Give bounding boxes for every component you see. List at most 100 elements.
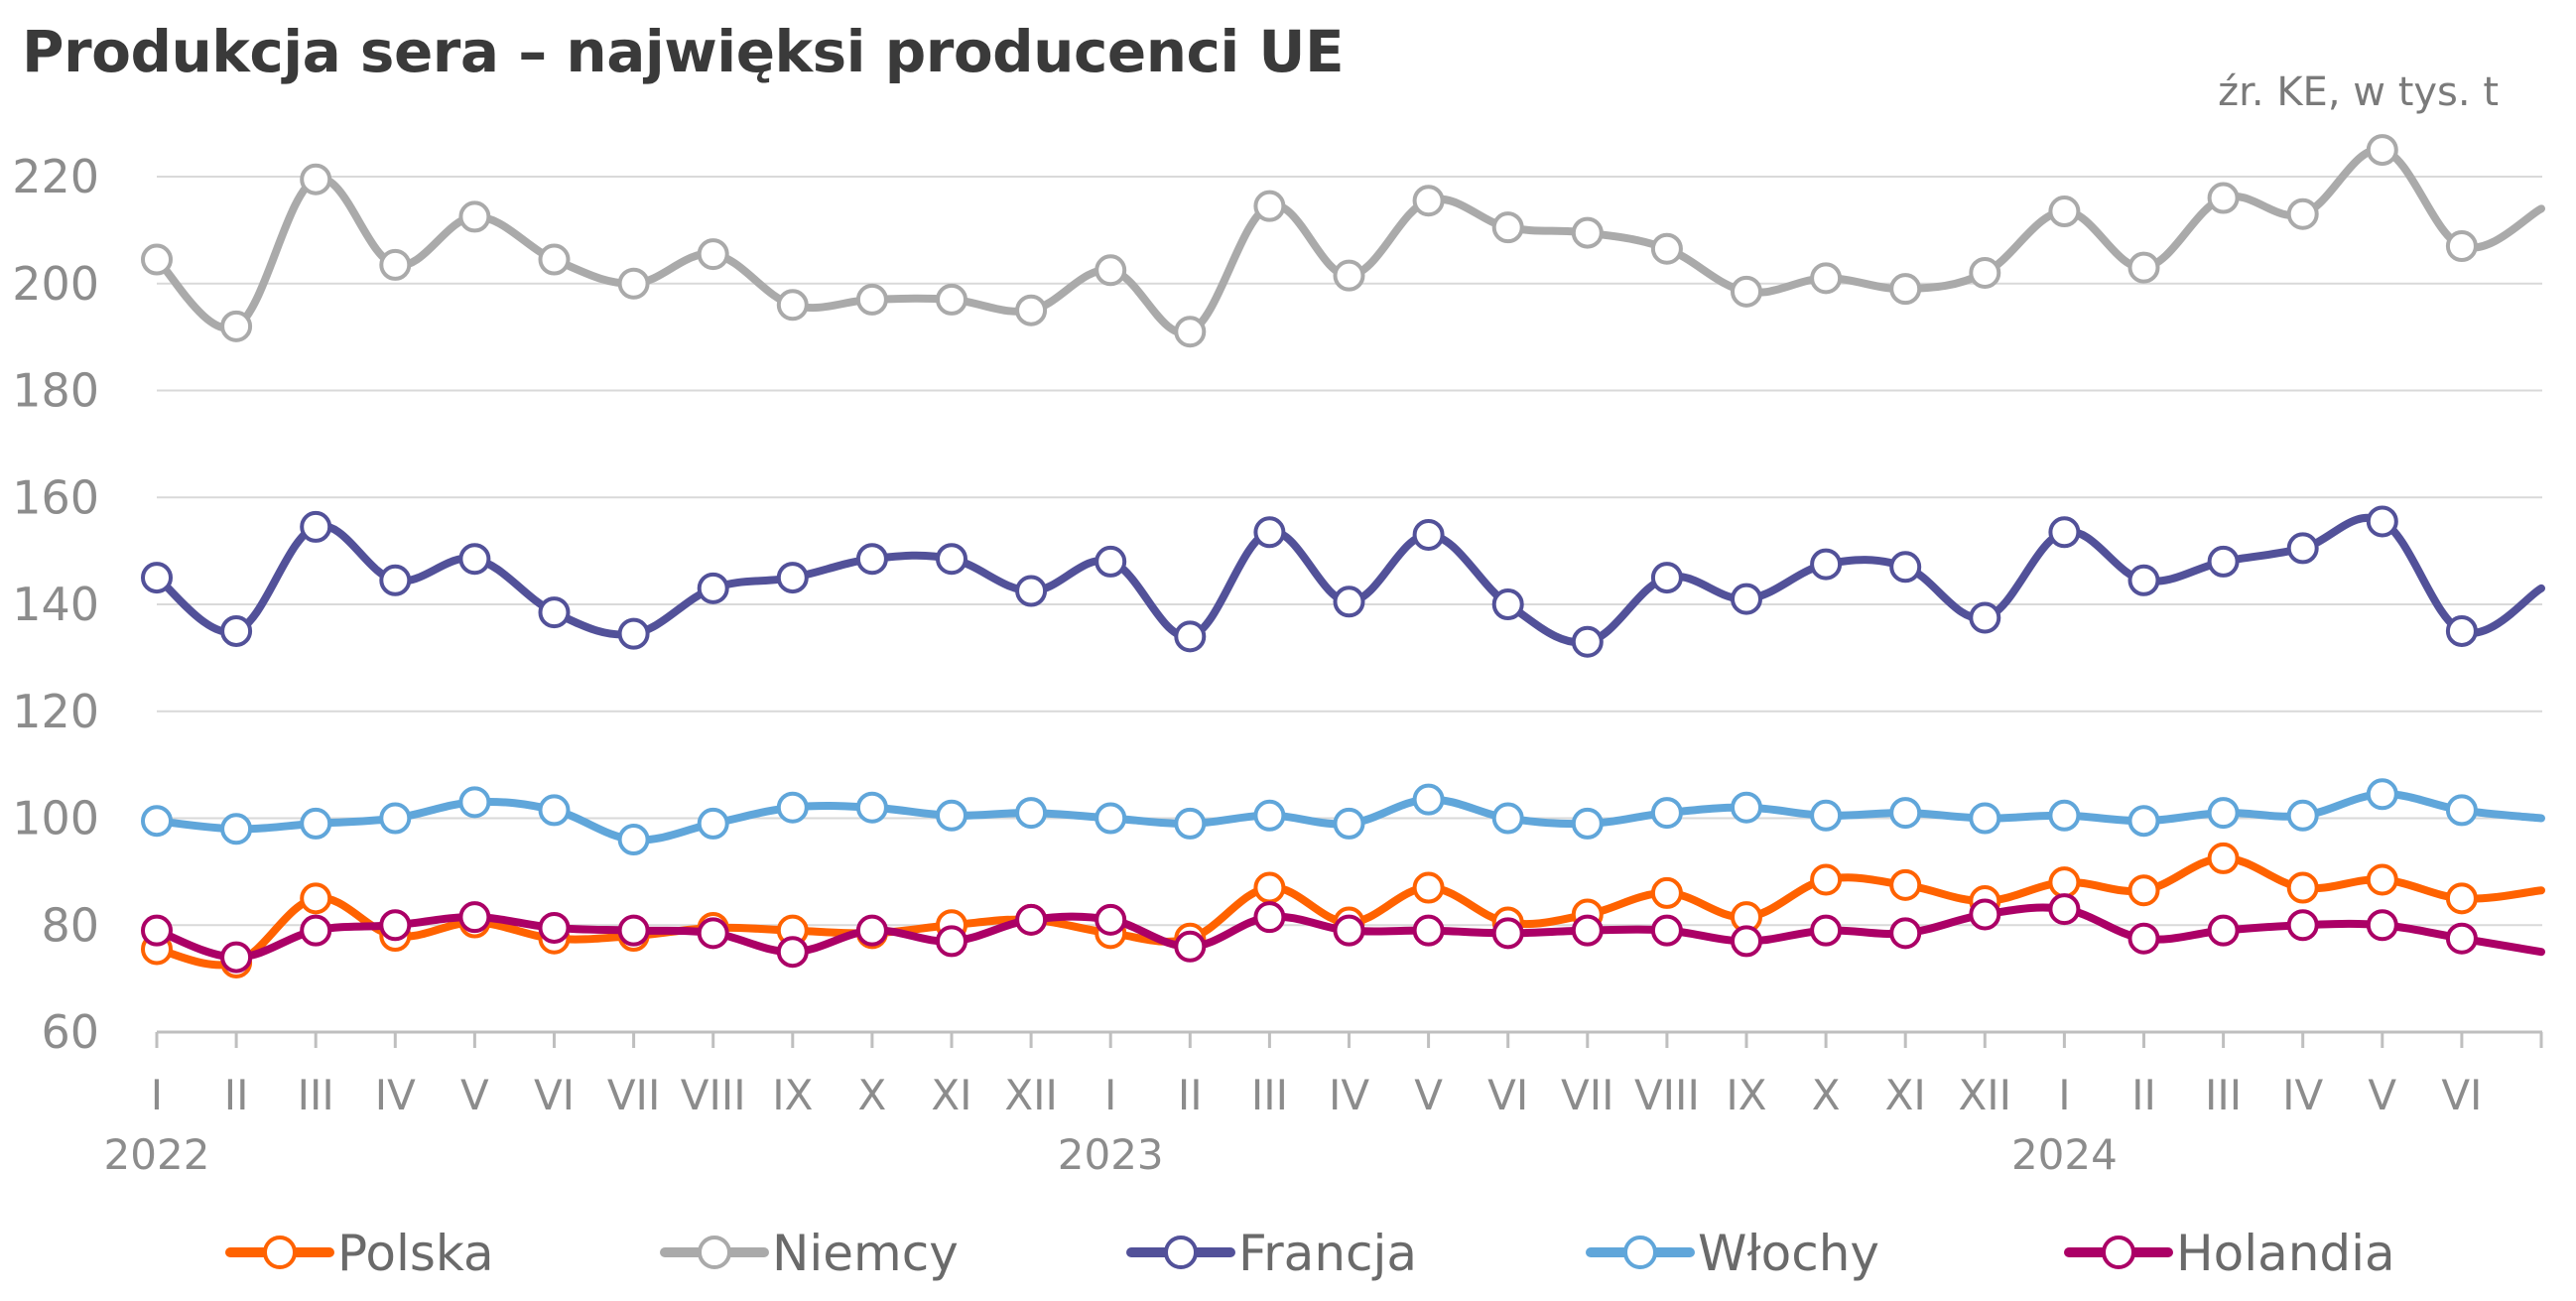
data-point-wochy (697, 807, 729, 840)
data-point-holandia (1889, 917, 1922, 950)
y-tick-label: 120 (12, 685, 99, 738)
data-point-wochy (2286, 799, 2319, 832)
data-point-wochy (2366, 778, 2398, 811)
data-point-wochy (141, 805, 173, 838)
legend-label: Niemcy (772, 1225, 959, 1282)
x-tick-label: III (2205, 1071, 2242, 1119)
data-point-holandia (1253, 901, 1286, 934)
data-point-niemcy (1731, 275, 1762, 308)
data-point-niemcy (2366, 134, 2398, 167)
y-tick-label: 160 (12, 470, 99, 524)
data-point-francja (855, 543, 888, 576)
x-tick-label: VIII (681, 1071, 746, 1119)
data-point-wochy (1253, 799, 1286, 832)
y-tick-label: 180 (12, 364, 99, 418)
data-point-niemcy (1571, 216, 1604, 249)
data-point-francja (1491, 588, 1524, 620)
data-point-holandia (1969, 898, 2001, 931)
data-point-wochy (855, 791, 888, 824)
legend-marker (698, 1236, 731, 1269)
data-point-francja (538, 596, 571, 629)
data-point-holandia (1731, 925, 1762, 958)
data-point-wochy (617, 824, 650, 856)
data-point-wochy (2445, 794, 2478, 827)
x-tick-label: V (1414, 1071, 1443, 1119)
data-point-francja (1412, 518, 1445, 551)
x-tick-label: I (1104, 1071, 1116, 1119)
data-point-holandia (1571, 914, 1604, 947)
data-point-holandia (1015, 903, 1048, 936)
data-point-wochy (1731, 791, 1762, 824)
series-holandia (141, 893, 2545, 974)
data-point-francja (1333, 585, 1365, 618)
data-point-niemcy (1491, 211, 1524, 244)
x-tick-label: V (2368, 1071, 2396, 1119)
x-tick-label: X (858, 1071, 887, 1119)
data-point-wochy (458, 786, 491, 819)
data-point-francja (458, 543, 491, 576)
data-point-polska (2445, 882, 2478, 915)
data-point-francja (2366, 505, 2398, 538)
data-point-polska (2286, 871, 2319, 904)
x-tick-label: IV (1329, 1071, 1369, 1119)
data-point-wochy (1491, 802, 1524, 835)
data-point-holandia (1095, 903, 1127, 936)
data-point-niemcy (458, 200, 491, 233)
data-point-polska (2048, 866, 2081, 899)
data-point-niemcy (1969, 256, 2001, 289)
data-point-niemcy (776, 289, 809, 322)
data-point-niemcy (2445, 230, 2478, 263)
data-point-wochy (2048, 799, 2081, 832)
year-label: 2023 (1058, 1130, 1164, 1179)
x-tick-label: VII (607, 1071, 661, 1119)
y-tick-label: 80 (41, 898, 99, 952)
series-lines (141, 134, 2545, 978)
data-point-holandia (379, 909, 412, 942)
x-tick-label: XII (1959, 1071, 2012, 1119)
data-point-niemcy (538, 243, 571, 276)
x-tick-label: IV (375, 1071, 416, 1119)
x-tick-label: VIII (1634, 1071, 1700, 1119)
x-tick-label: V (460, 1071, 489, 1119)
data-point-francja (1810, 548, 1843, 581)
data-point-holandia (1810, 914, 1843, 947)
data-point-niemcy (1015, 294, 1048, 326)
data-point-holandia (2286, 909, 2319, 942)
data-point-francja (379, 564, 412, 596)
data-point-holandia (776, 936, 809, 969)
series-polska (141, 842, 2545, 978)
legend-item-niemcy: Niemcy (660, 1225, 959, 1282)
data-point-niemcy (1650, 232, 1683, 265)
x-tick-label: IX (1726, 1071, 1766, 1119)
data-point-francja (2048, 516, 2081, 549)
legend: Polska Niemcy Francja Włochy Holandia (225, 1225, 2395, 1282)
y-tick-label: 220 (12, 150, 99, 203)
y-tick-label: 140 (12, 578, 99, 631)
year-label: 2024 (2011, 1130, 2118, 1179)
data-point-holandia (538, 911, 571, 944)
data-point-francja (1253, 516, 1286, 549)
data-point-polska (1889, 868, 1922, 901)
legend-marker (2102, 1236, 2135, 1269)
data-point-holandia (936, 925, 967, 958)
data-point-wochy (538, 794, 571, 827)
data-point-holandia (1412, 914, 1445, 947)
series-wochy (141, 778, 2545, 856)
data-point-niemcy (1174, 316, 1207, 348)
data-point-holandia (458, 901, 491, 934)
x-tick-label: XI (1885, 1071, 1926, 1119)
x-tick-label: II (1178, 1071, 1203, 1119)
data-point-holandia (1174, 930, 1207, 963)
data-point-holandia (2366, 909, 2398, 942)
legend-label: Holandia (2176, 1225, 2395, 1282)
data-point-holandia (2048, 893, 2081, 926)
data-point-holandia (617, 914, 650, 947)
legend-marker (1623, 1236, 1657, 1269)
data-point-wochy (2207, 797, 2240, 830)
data-point-niemcy (1333, 259, 1365, 292)
data-point-polska (1412, 871, 1445, 904)
data-point-francja (1571, 625, 1604, 658)
x-tick-label: VI (1487, 1071, 1528, 1119)
x-tick-label: X (1812, 1071, 1841, 1119)
source-note: źr. KE, w tys. t (2218, 69, 2499, 115)
